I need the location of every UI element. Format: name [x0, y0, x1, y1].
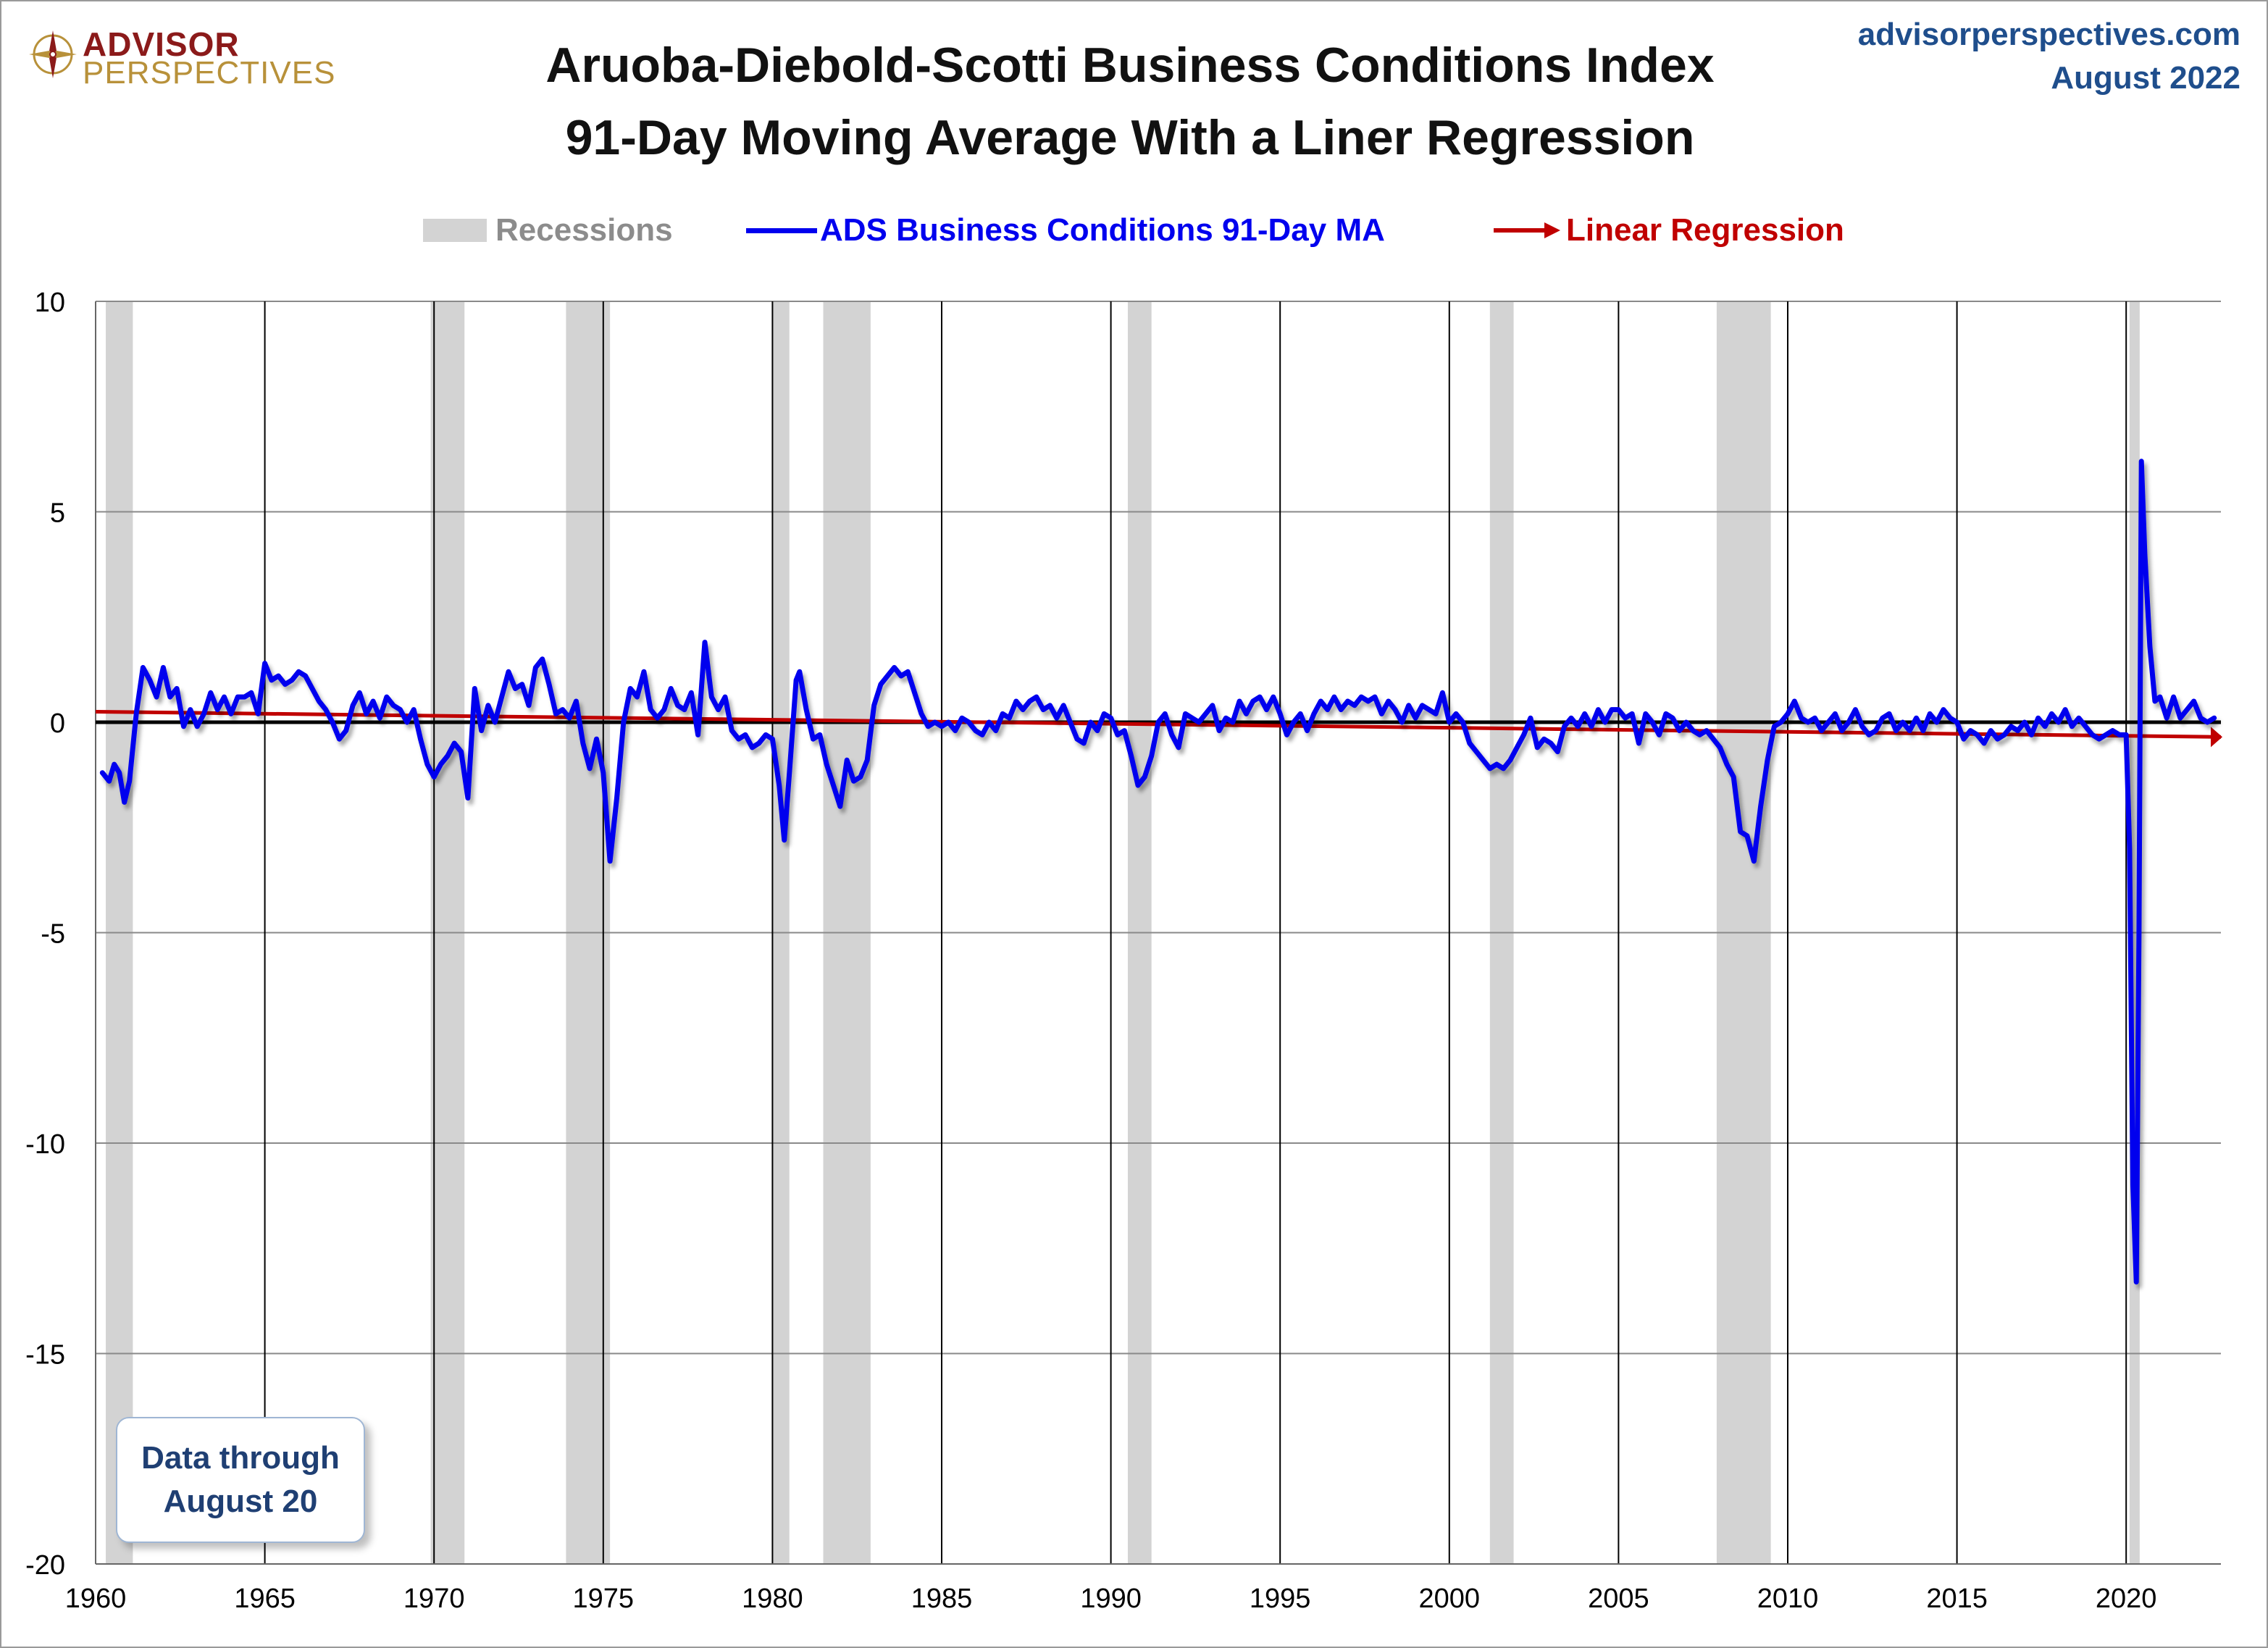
x-tick-label: 1960	[65, 1584, 127, 1614]
regression-arrowhead	[2211, 727, 2222, 748]
x-tick-label: 2010	[1757, 1584, 1819, 1614]
y-tick-label: -20	[25, 1550, 65, 1581]
legend-label-recessions: Recessions	[495, 212, 673, 248]
regression-arrow-icon	[1494, 222, 1560, 238]
advisor-perspectives-logo: ADVISOR PERSPECTIVES	[28, 23, 336, 91]
logo-line1: ADVISOR	[83, 25, 240, 63]
y-tick-label: -10	[25, 1129, 65, 1160]
y-tick-label: 5	[50, 498, 65, 529]
legend: Recessions ADS Business Conditions 91-Da…	[0, 201, 2268, 259]
compass-logo-icon	[29, 30, 77, 78]
ads-series-line	[99, 459, 2217, 1285]
x-tick-label: 2000	[1419, 1584, 1481, 1614]
x-tick-label: 2015	[1926, 1584, 1988, 1614]
x-tick-label: 2005	[1588, 1584, 1649, 1614]
data-through-note: Data through August 20	[116, 1417, 365, 1543]
x-tick-label: 1980	[742, 1584, 803, 1614]
x-tick-label: 2020	[2096, 1584, 2157, 1614]
title-line1: Aruoba-Diebold-Scotti Business Condition…	[545, 38, 1715, 93]
legend-item-recessions: Recessions	[423, 201, 673, 259]
x-tick-label: 1970	[403, 1584, 465, 1614]
y-tick-label: -5	[41, 919, 65, 950]
legend-item-ads: ADS Business Conditions 91-Day MA	[746, 201, 1385, 259]
note-line2: August 20	[163, 1484, 318, 1519]
y-tick-label: 0	[50, 708, 65, 739]
y-tick-label: 10	[35, 288, 65, 318]
site-info: advisorperspectives.com August 2022	[1858, 13, 2240, 100]
note-line1: Data through	[141, 1440, 340, 1476]
title-line2: 91-Day Moving Average With a Liner Regre…	[565, 110, 1695, 165]
publish-date: August 2022	[2051, 60, 2240, 96]
x-tick-label: 1965	[234, 1584, 296, 1614]
logo-line2: PERSPECTIVES	[83, 55, 336, 91]
y-tick-label: -15	[25, 1340, 65, 1371]
legend-label-regression: Linear Regression	[1566, 212, 1844, 248]
x-tick-label: 1985	[911, 1584, 973, 1614]
site-url: advisorperspectives.com	[1857, 17, 2240, 52]
legend-label-ads: ADS Business Conditions 91-Day MA	[820, 212, 1385, 248]
chart-title: Aruoba-Diebold-Scotti Business Condition…	[406, 29, 1854, 174]
legend-item-regression: Linear Regression	[1492, 201, 1844, 259]
x-tick-label: 1995	[1250, 1584, 1311, 1614]
x-tick-label: 1990	[1080, 1584, 1142, 1614]
ads-line-swatch	[746, 227, 817, 233]
recession-swatch	[423, 219, 487, 242]
x-tick-label: 1975	[573, 1584, 635, 1614]
